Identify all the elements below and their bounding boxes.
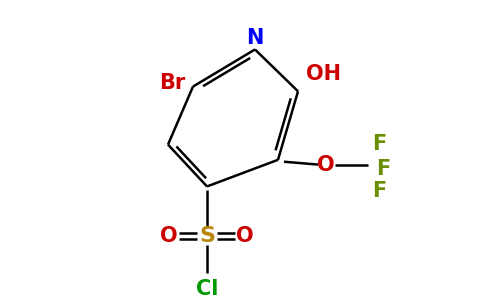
Text: N: N [246,28,264,48]
Text: Br: Br [159,73,185,93]
Text: Cl: Cl [196,279,218,299]
Text: S: S [199,226,215,246]
Text: O: O [160,226,178,246]
Text: OH: OH [306,64,341,84]
Text: O: O [317,154,335,175]
Text: O: O [236,226,254,246]
Text: F: F [372,134,386,154]
Text: F: F [372,181,386,201]
Text: F: F [376,159,390,179]
